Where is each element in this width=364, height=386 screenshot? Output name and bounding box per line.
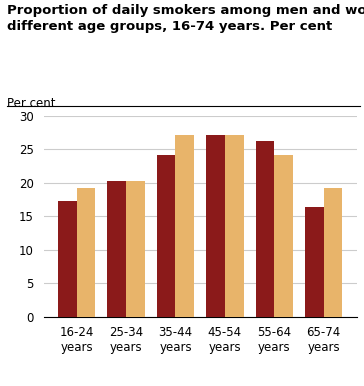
Bar <box>107 181 126 317</box>
Bar <box>206 135 225 317</box>
Text: Per cent: Per cent <box>7 97 56 110</box>
Bar <box>225 135 244 317</box>
Text: Proportion of daily smokers among men and women by
different age groups, 16-74 y: Proportion of daily smokers among men an… <box>7 4 364 33</box>
Bar <box>157 155 175 317</box>
Bar <box>256 141 274 317</box>
Bar <box>175 135 194 317</box>
Bar <box>324 188 343 317</box>
Bar <box>58 201 77 317</box>
Bar <box>305 207 324 317</box>
Bar <box>126 181 145 317</box>
Bar <box>274 155 293 317</box>
Bar <box>77 188 95 317</box>
